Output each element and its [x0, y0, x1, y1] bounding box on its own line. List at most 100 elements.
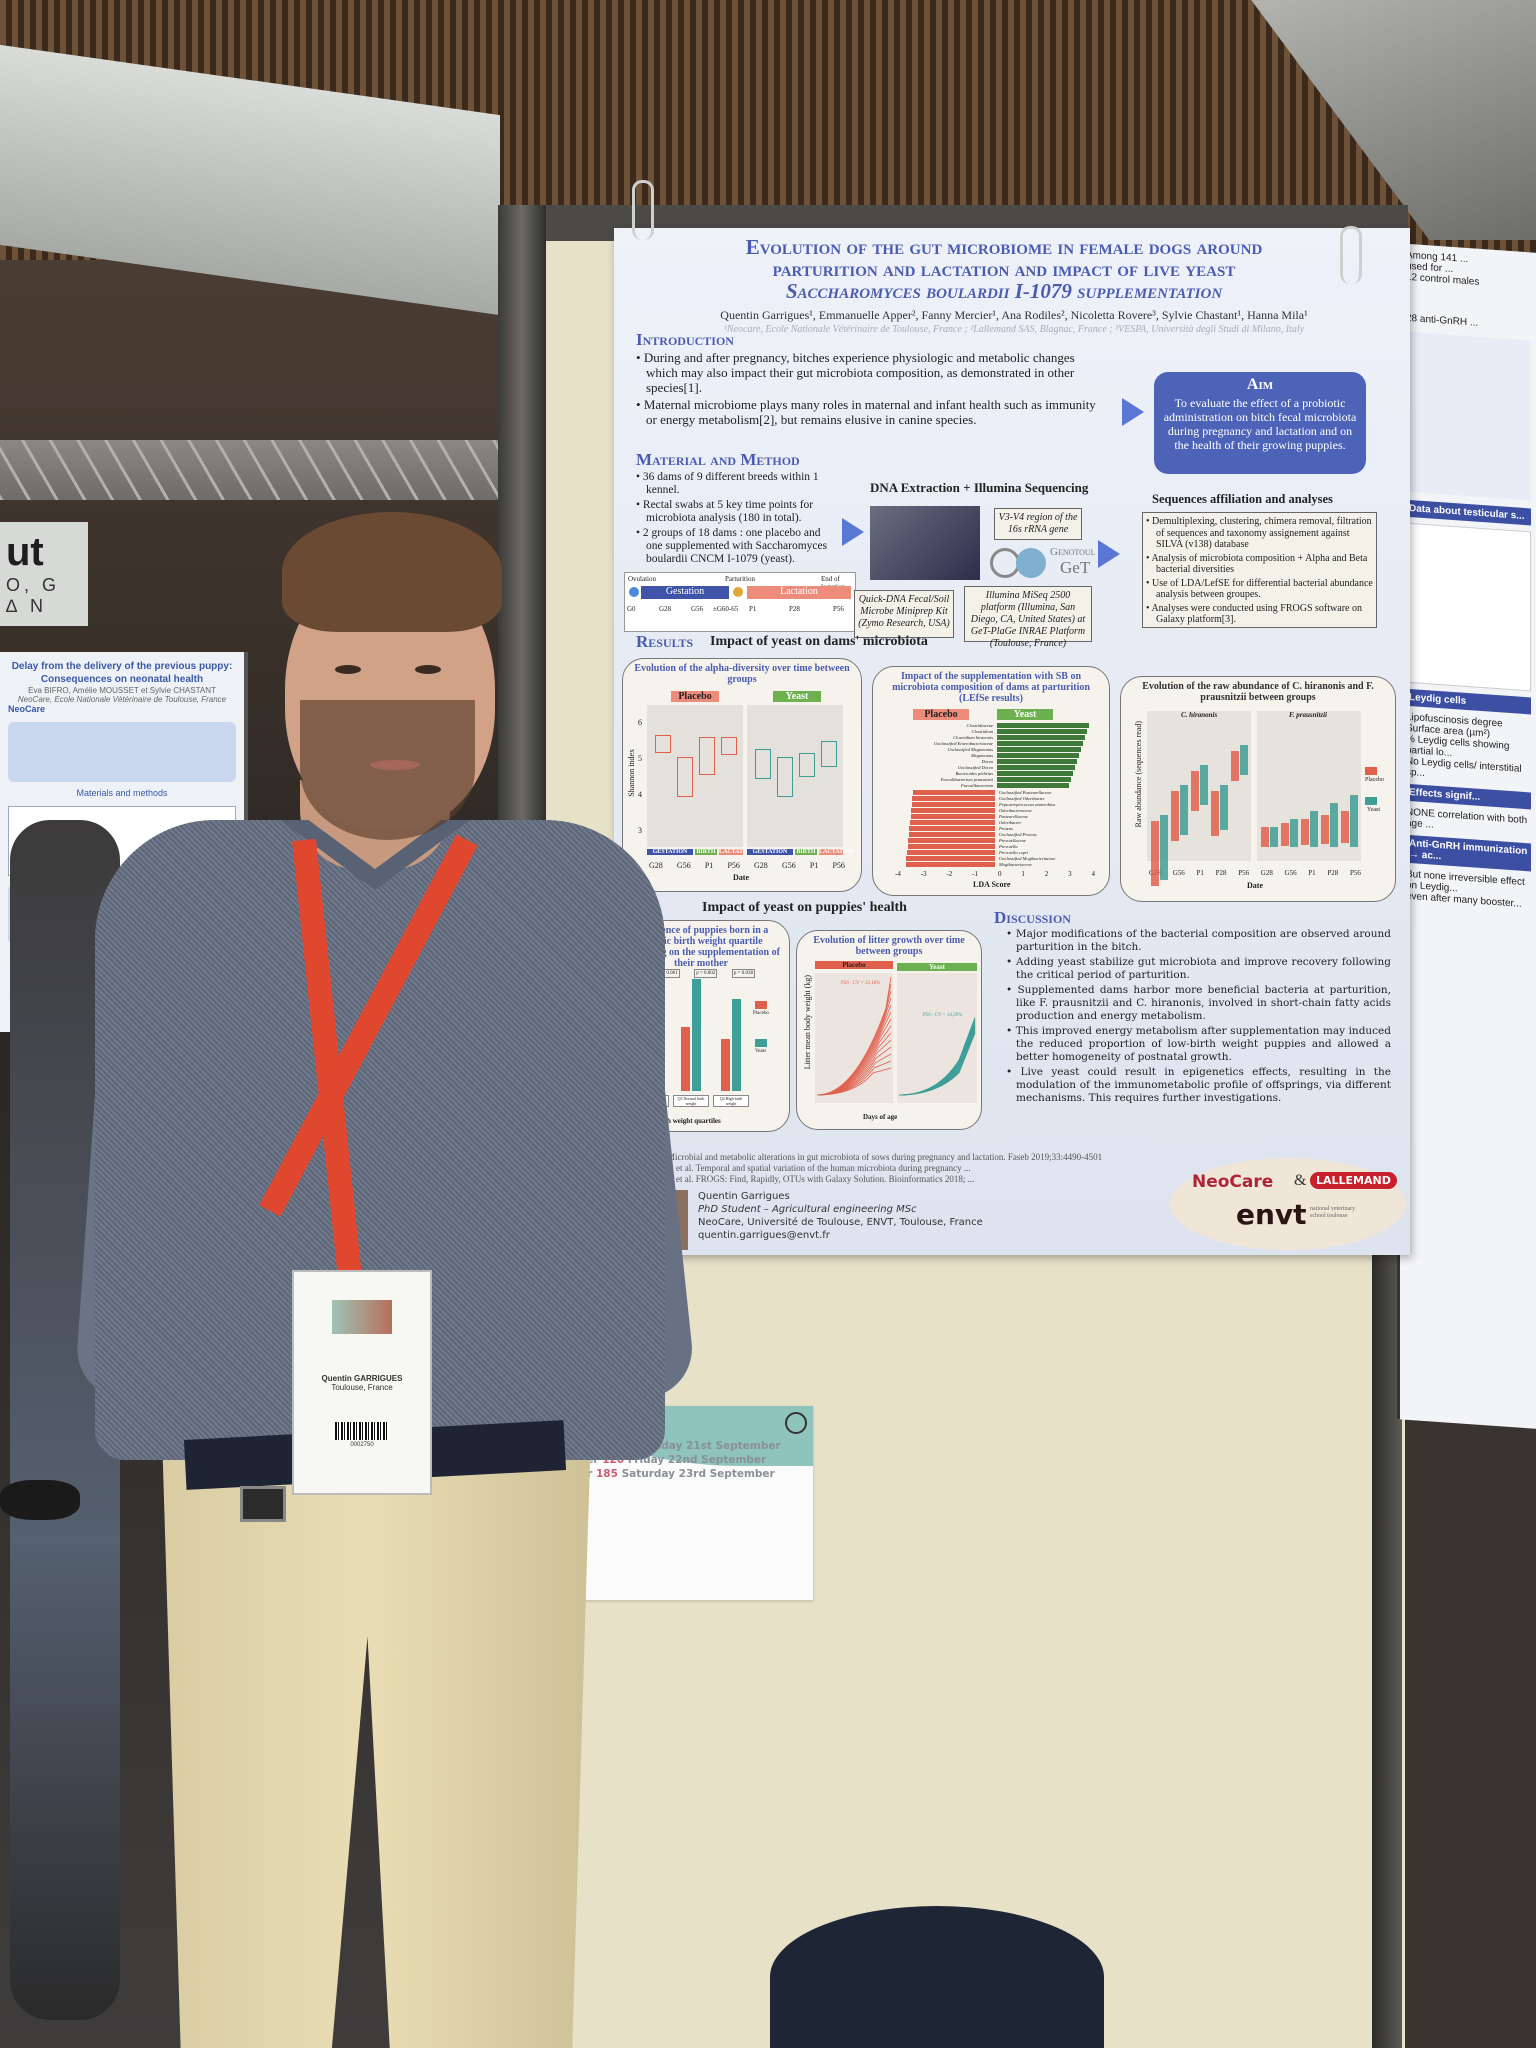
sample-tubes-photo: [870, 506, 980, 580]
lda-bar: [997, 753, 1079, 758]
abundance-box: [1290, 819, 1298, 847]
tick-label: 0: [997, 870, 1002, 878]
abundance-box: [1281, 823, 1289, 846]
alpha-diversity-panel: Evolution of the alpha-diversity over ti…: [622, 658, 862, 892]
lda-bar: [997, 765, 1075, 770]
placebo-bar: [681, 1027, 690, 1091]
taxon-label: Unclassified Dorea: [958, 765, 993, 770]
placebo-bar: [721, 1039, 730, 1091]
taxon-label: Clostridium: [971, 729, 993, 734]
abundance-box: [1211, 791, 1219, 836]
yeast-bar: [692, 979, 701, 1091]
references: 1. Microbial and metabolic alterations i…: [658, 1152, 1103, 1184]
taxon-label: Faecalibacterium prausnitzii: [940, 777, 993, 782]
poster-block: [8, 722, 236, 782]
lda-bar: [906, 856, 995, 861]
research-poster: Evolution of the gut microbiome in femal…: [614, 228, 1410, 1255]
taxon-label: Unclassified Pasteurellaceae: [999, 790, 1052, 795]
taxon-label: Megamonas: [971, 753, 993, 758]
method-bullets: 36 dams of 9 different breeds within 1 k…: [636, 471, 836, 568]
yeast-bar: [732, 999, 741, 1091]
lda-bar: [911, 802, 995, 807]
lda-bar: [997, 741, 1083, 746]
abundance-box: [1171, 791, 1179, 841]
abundance-box: [1151, 821, 1159, 886]
taxon-label: Unclassified Megamonas: [947, 747, 993, 752]
genotoul-logo-icon: [1016, 548, 1046, 578]
abundance-box: [1270, 827, 1278, 847]
lda-bar: [997, 723, 1089, 728]
taxon-label: Unclassified Proteus: [999, 832, 1037, 837]
raw-abundance-panel: Evolution of the raw abundance of C. hir…: [1120, 676, 1396, 902]
placebo-boxplot: [647, 705, 743, 847]
lda-bar: [997, 747, 1081, 752]
taxon-label: Dorea: [981, 759, 993, 764]
introduction-bullets: During and after pregnancy, bitches expe…: [636, 350, 1106, 429]
belt-buckle: [240, 1486, 286, 1522]
lda-bar: [997, 783, 1069, 788]
globe-logo-icon: [785, 1412, 807, 1434]
taxon-label: Faecalibacterium: [961, 783, 993, 788]
tick-label: 1: [1021, 870, 1025, 878]
contact-block: Quentin Garrigues PhD Student – Agricult…: [698, 1191, 983, 1241]
person-eye: [415, 665, 441, 674]
p-value-label: p = 0.038: [731, 969, 755, 978]
taxon-label: Unclassified Mogibacteriaceae: [999, 856, 1056, 861]
abundance-box: [1180, 785, 1188, 835]
person-hair: [282, 512, 502, 632]
abundance-box: [1310, 811, 1318, 847]
lda-bar: [909, 826, 995, 831]
growth-curves: [815, 973, 977, 1103]
lda-bar: [907, 844, 995, 849]
hall-sign: ut O, G ∆ N: [0, 522, 88, 626]
lda-bar: [912, 796, 995, 801]
barcode-icon: [335, 1422, 389, 1440]
abundance-box: [1341, 811, 1349, 843]
abundance-box: [1330, 803, 1338, 847]
arrow-right-icon: [1122, 398, 1144, 426]
taxon-label: Odoribacteraceae: [999, 808, 1032, 813]
taxon-label: Unclassified Enterobacteriaceae: [934, 741, 993, 746]
lda-bar: [908, 838, 995, 843]
abundance-box: [1191, 771, 1199, 811]
person-beard: [300, 700, 475, 840]
binder-clip: [632, 180, 654, 240]
backpack-on-floor: [770, 1906, 1104, 2048]
abundance-box: [1261, 827, 1269, 847]
lefse-x-ticks: -4 -3 -2 -1 0 1 2 3 4: [895, 870, 1095, 878]
sponsor-logos: NeoCare & LALLEMAND envt national veteri…: [1170, 1158, 1406, 1250]
lda-bar: [997, 759, 1077, 764]
taxon-label: Pasteurellaceae: [999, 814, 1028, 819]
taxon-label: Bacteroides plebeius: [955, 771, 993, 776]
binder-clip: [1340, 226, 1362, 284]
lda-bar: [908, 832, 995, 837]
taxon-label: Clostridium hiranonis: [953, 735, 993, 740]
p-value-label: p = 0.002: [694, 969, 718, 978]
lda-bar: [997, 777, 1071, 782]
lda-bar: [907, 850, 995, 855]
lda-bar: [997, 771, 1073, 776]
lda-bar: [911, 808, 995, 813]
lda-bar: [913, 790, 995, 795]
tick-label: 3: [1068, 870, 1072, 878]
litter-growth-panel: Evolution of litter growth over time bet…: [796, 930, 982, 1130]
tick-label: -3: [920, 870, 927, 878]
name-badge: Quentin GARRIGUES Toulouse, France 00027…: [292, 1270, 432, 1495]
tick-label: 2: [1044, 870, 1049, 878]
abundance-box: [1321, 815, 1329, 844]
placebo-growth-curve: [816, 976, 892, 1096]
background-shoe: [0, 1480, 80, 1520]
arrow-right-icon: [1098, 540, 1120, 568]
abundance-box: [1231, 751, 1239, 781]
sequence-analysis-box: Demultiplexing, clustering, chimera remo…: [1142, 512, 1377, 628]
tick-label: -4: [895, 870, 901, 878]
lefse-panel: Impact of the supplementation with SB on…: [872, 666, 1110, 896]
abundance-box: [1240, 745, 1248, 775]
taxon-label: Prevotella copri: [999, 850, 1029, 855]
taxon-label: Peptostreptococcus anaerobius: [999, 802, 1056, 807]
taxon-label: Unclassified Odoribacter: [999, 796, 1045, 801]
yeast-growth-curve: [898, 1017, 976, 1096]
lda-bar: [905, 862, 995, 867]
abundance-box: [1301, 819, 1309, 845]
neighbor-poster-right: Among 141 ... used for ... 12 control ma…: [1397, 243, 1536, 1429]
